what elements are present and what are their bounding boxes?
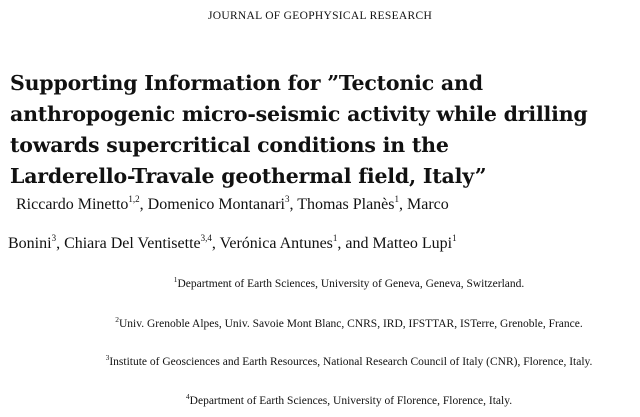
affiliation-number: 3	[105, 353, 110, 362]
affiliation: 1Department of Earth Sciences, Universit…	[0, 275, 640, 290]
title-line: Supporting Information for ”Tectonic and	[10, 71, 483, 95]
author-affiliation: 3	[51, 233, 57, 243]
author-name-part: Marco	[407, 196, 449, 213]
author-name: Domenico Montanari	[147, 196, 285, 213]
title-line: towards supercritical conditions in the	[10, 133, 449, 157]
author-affiliation: 1	[452, 233, 457, 243]
affiliation-number: 1	[173, 275, 178, 284]
affiliation: 3Institute of Geosciences and Earth Reso…	[0, 353, 640, 368]
affiliation-text: Department of Earth Sciences, University…	[177, 278, 525, 290]
title-line: anthropogenic micro-seismic activity whi…	[10, 102, 588, 126]
author-name: Matteo Lupi	[372, 235, 453, 252]
journal-header: JOURNAL OF GEOPHYSICAL RESEARCH	[207, 10, 433, 22]
author-line-2: Bonini3, Chiara Del Ventisette3,4, Verón…	[8, 233, 457, 253]
author-name: Chiara Del Ventisette	[64, 235, 201, 252]
affiliation-number: 4	[185, 392, 190, 401]
author-affiliation: 1,2	[128, 194, 140, 204]
author-name-part: Bonini	[8, 235, 52, 252]
author-name: Thomas Planès	[297, 196, 395, 213]
author-name: Verónica Antunes	[219, 235, 333, 252]
author-line-1: Riccardo Minetto1,2, Domenico Montanari3…	[16, 194, 449, 214]
title-line: Larderello-Travale geothermal field, Ita…	[10, 164, 487, 188]
affiliation: 4Department of Earth Sciences, Universit…	[0, 392, 640, 407]
paper-title: Supporting Information for ”Tectonic and…	[10, 68, 640, 192]
author-affiliation: 3	[284, 194, 290, 204]
affiliation: 2Univ. Grenoble Alpes, Univ. Savoie Mont…	[0, 315, 640, 330]
author-name: Riccardo Minetto	[16, 196, 129, 213]
affiliation-text: Department of Earth Sciences, University…	[189, 395, 513, 407]
affiliation-number: 2	[115, 315, 119, 324]
conjunction: and	[345, 235, 369, 252]
author-affiliation: 1	[394, 194, 400, 204]
author-affiliation: 3,4	[200, 233, 212, 243]
author-affiliation: 1	[332, 233, 338, 243]
affiliation-text: Institute of Geosciences and Earth Resou…	[109, 356, 593, 368]
affiliation-text: Univ. Grenoble Alpes, Univ. Savoie Mont …	[119, 318, 583, 330]
